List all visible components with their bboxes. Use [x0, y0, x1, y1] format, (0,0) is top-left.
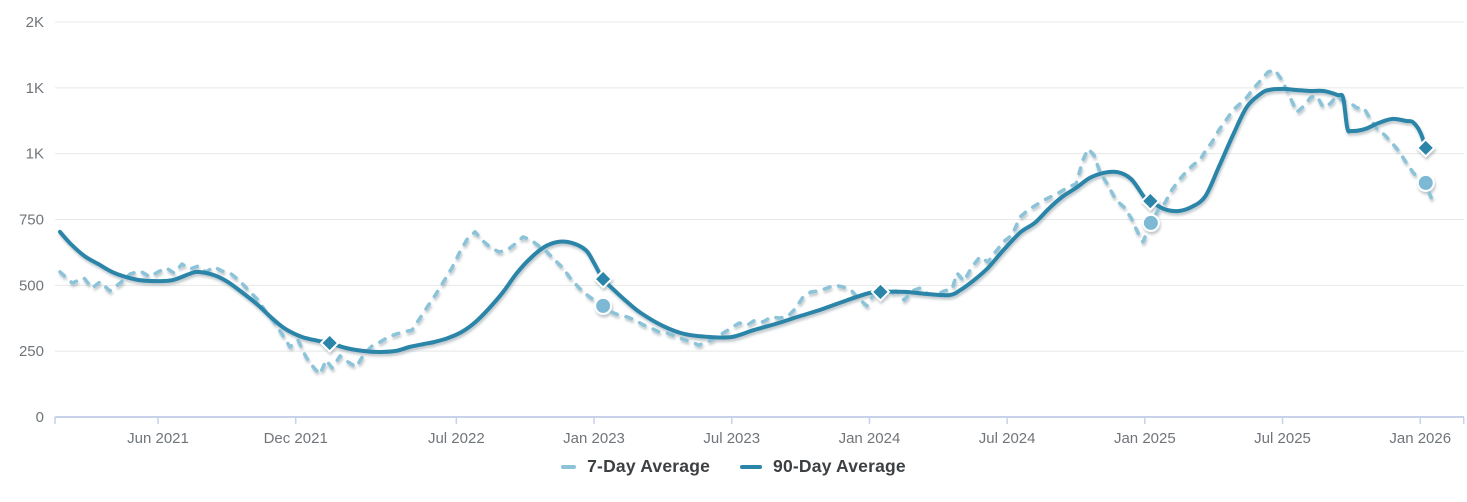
y-axis-label: 0	[36, 409, 44, 426]
marker-diamond-90-day-average[interactable]	[319, 333, 340, 353]
series-line-7-day-average[interactable]	[58, 68, 1438, 376]
x-axis-label: Jan 2025	[1114, 430, 1176, 447]
x-axis-label: Jul 2023	[703, 430, 760, 447]
x-axis-label: Jul 2024	[979, 430, 1036, 447]
marker-circle-7-day-average[interactable]	[594, 296, 613, 315]
legend-swatch-90-day-icon	[740, 464, 763, 469]
marker-circle-7-day-average[interactable]	[1141, 213, 1160, 232]
y-axis-label: 500	[19, 277, 44, 294]
line-chart-canvas[interactable]: 2K 1K 1K 750 500 250 0 Jun 2021 Dec 2021 Jul 2022…	[0, 0, 1467, 455]
x-axis-label: Jan 2024	[839, 430, 901, 447]
x-axis-label: Jul 2025	[1254, 430, 1311, 447]
marker-diamond-90-day-average[interactable]	[593, 269, 614, 289]
marker-diamond-90-day-average[interactable]	[1415, 137, 1436, 158]
series-line-90-day-average[interactable]	[58, 86, 1428, 354]
x-axis-label: Jan 2026	[1389, 430, 1451, 447]
marker-circle-7-day-average[interactable]	[1416, 173, 1435, 192]
legend-swatch-7-day-icon	[561, 464, 577, 469]
legend-label-90-day-average: 90-Day Average	[773, 456, 906, 476]
marker-diamond-90-day-average[interactable]	[870, 282, 891, 302]
x-axis-label: Jul 2022	[428, 430, 485, 447]
x-axis-label: Jun 2021	[127, 430, 189, 447]
legend-item-90-day-average[interactable]: 90-Day Average	[740, 456, 906, 477]
x-axis-label: Jan 2023	[563, 430, 625, 447]
chart-area: 2K 1K 1K 750 500 250 0 Jun 2021 Dec 2021 Jul 2022…	[0, 0, 1467, 455]
y-axis-label: 750	[19, 212, 44, 229]
legend-label-7-day-average: 7-Day Average	[587, 456, 711, 476]
marker-diamond-90-day-average[interactable]	[1140, 191, 1161, 211]
chart-legend: 7-Day Average 90-Day Average	[0, 456, 1467, 477]
y-axis-label: 250	[19, 343, 44, 360]
legend-item-7-day-average[interactable]: 7-Day Average	[561, 456, 710, 477]
y-axis-label: 2K	[26, 14, 44, 31]
y-axis-label: 1K	[26, 146, 44, 163]
y-axis-label: 1K	[26, 80, 44, 97]
x-axis-label: Dec 2021	[264, 430, 328, 447]
